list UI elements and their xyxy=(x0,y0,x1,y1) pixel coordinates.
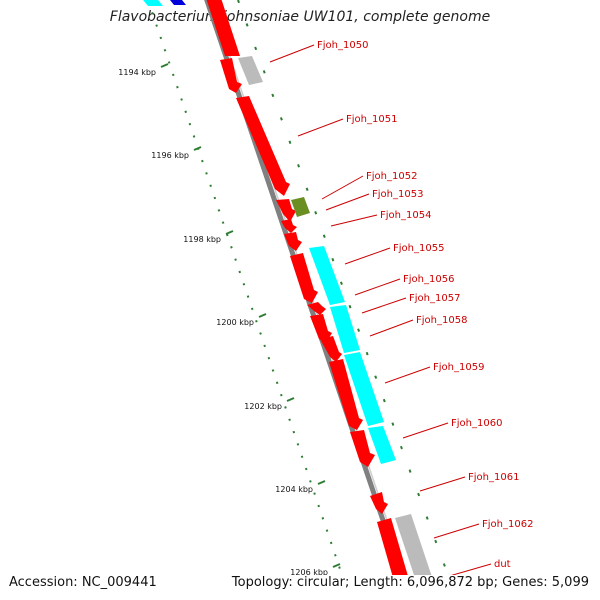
scale-label: 1202 kbp xyxy=(244,402,282,411)
gene-leader-line xyxy=(321,175,364,200)
gene-arrow-1062[interactable] xyxy=(377,518,415,600)
gene-cyan-1060[interactable] xyxy=(368,426,396,464)
gene-label[interactable]: Fjoh_1057 xyxy=(409,293,460,304)
summary-text: Topology: circular; Length: 6,096,872 bp… xyxy=(231,575,589,590)
gene-label[interactable]: Fjoh_1050 xyxy=(317,40,368,51)
gene-label[interactable]: Fjoh_1060 xyxy=(451,418,502,429)
gene-leader-line xyxy=(369,319,414,337)
gene-cyan-1059[interactable] xyxy=(344,352,384,426)
gene-leader-line xyxy=(384,366,431,384)
gene-arrow-1055[interactable] xyxy=(284,232,302,251)
gene-arrow-1060[interactable] xyxy=(350,430,375,467)
map-title: Flavobacterium johnsoniae UW101, complet… xyxy=(109,9,491,25)
blue-gene-partial[interactable] xyxy=(166,0,186,5)
gene-label[interactable]: Fjoh_1061 xyxy=(468,472,519,483)
gene-label[interactable]: Fjoh_1059 xyxy=(433,362,484,373)
gene-leader-line xyxy=(419,476,466,492)
gene-leader-line xyxy=(402,422,449,439)
scale-tick xyxy=(193,146,202,151)
gene-arrow-1061[interactable] xyxy=(370,492,388,514)
gene-leader-line xyxy=(361,297,407,314)
gene-label[interactable]: Fjoh_1062 xyxy=(482,519,533,530)
gene-arrow-1057[interactable] xyxy=(307,302,326,315)
red-gene-partial[interactable] xyxy=(205,0,240,56)
gene-arrow-1059b[interactable] xyxy=(329,359,363,430)
gene-arrow-1059a[interactable] xyxy=(320,336,342,362)
gene-label[interactable]: Fjoh_1052 xyxy=(366,171,417,182)
gene-arrow-1054[interactable] xyxy=(281,219,297,233)
scale-label: 1204 kbp xyxy=(275,485,313,494)
gene-arrow-1058[interactable] xyxy=(310,314,332,343)
pseudogene-1062b[interactable] xyxy=(395,514,432,581)
gene-arrow-1056a[interactable] xyxy=(290,253,318,303)
gene-leader-line xyxy=(451,563,492,575)
scale-label: 1198 kbp xyxy=(183,235,221,244)
scale-tick xyxy=(332,563,341,568)
scale-label: 1196 kbp xyxy=(151,151,189,160)
scale-label: 1194 kbp xyxy=(118,68,156,77)
scale-tick xyxy=(225,230,234,235)
gene-leader-line xyxy=(354,278,401,296)
scale-label: 1206 kbp xyxy=(290,568,328,577)
gene-cyan-1058[interactable] xyxy=(330,305,360,353)
rna-gene-1053[interactable] xyxy=(291,197,310,217)
gene-leader-line xyxy=(297,118,344,137)
gene-leader-line xyxy=(344,247,391,265)
scale-tick xyxy=(286,397,295,402)
gene-leader-line xyxy=(330,214,378,227)
gene-label[interactable]: Fjoh_1051 xyxy=(346,114,397,125)
scale-tick xyxy=(258,313,267,318)
gene-label[interactable]: Fjoh_1056 xyxy=(403,274,454,285)
gene-leader-line xyxy=(433,523,480,539)
gene-arrow-1050[interactable] xyxy=(220,58,242,93)
scale-tick xyxy=(317,480,326,485)
gene-label[interactable]: Fjoh_1058 xyxy=(416,315,467,326)
cyan-gene-partial[interactable] xyxy=(139,0,163,6)
gene-label[interactable]: Fjoh_1054 xyxy=(380,210,431,221)
gene-label[interactable]: Fjoh_1053 xyxy=(372,189,423,200)
gene-arrow-1051[interactable] xyxy=(236,96,290,196)
gene-label[interactable]: Fjoh_1055 xyxy=(393,243,444,254)
gene-leader-line xyxy=(269,44,315,63)
gene-arrow-1052[interactable] xyxy=(276,199,296,222)
gene-leader-line xyxy=(325,193,370,211)
accession-text: Accession: NC_009441 xyxy=(9,575,157,590)
pseudogene-1050b[interactable] xyxy=(238,56,263,85)
feature-tick-track xyxy=(237,0,449,575)
gene-label[interactable]: dut xyxy=(494,559,511,570)
scale-tick xyxy=(160,63,169,68)
scale-label: 1200 kbp xyxy=(216,318,254,327)
gene-cyan-1056[interactable] xyxy=(309,246,345,305)
